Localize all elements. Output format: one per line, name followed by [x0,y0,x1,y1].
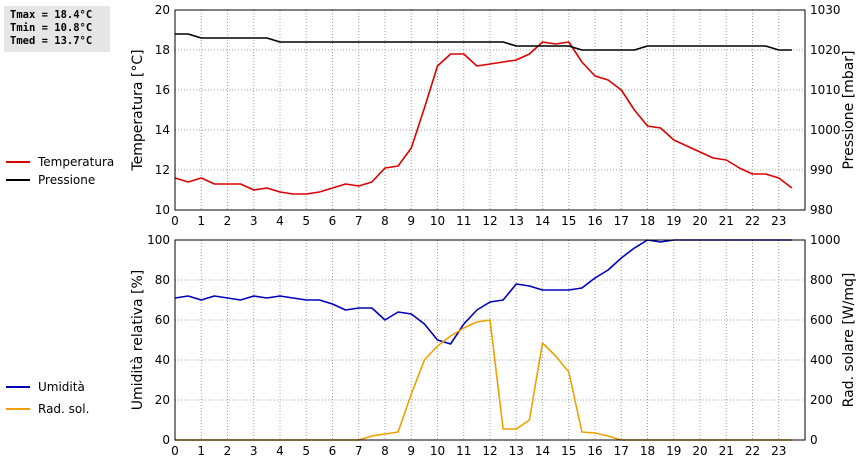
lower-x-tick-label: 12 [482,444,497,458]
lower-x-tick-label: 20 [692,444,707,458]
upper-x-tick-label: 14 [535,214,550,228]
lower-series-line-umidit [174,239,792,345]
tmin-text: Tmin = 10.8°C [10,22,93,34]
upper-x-tick-label: 3 [250,214,258,228]
lower-x-tick-label: 1 [197,444,205,458]
tmax-text: Tmax = 18.4°C [10,9,93,21]
lower-x-tick-label: 3 [250,444,258,458]
upper-x-tick-label: 8 [381,214,389,228]
lower-legend-label: Rad. sol. [38,402,89,416]
upper-x-tick-label: 21 [719,214,734,228]
lower-x-tick-label: 23 [771,444,786,458]
upper-y-right-axis-label: Pressione [mbar] [841,50,857,169]
upper-y-left-tick-label: 14 [155,123,170,137]
upper-y-left-tick-label: 18 [155,43,170,57]
lower-x-tick-label: 10 [430,444,445,458]
lower-x-tick-label: 4 [276,444,284,458]
upper-x-tick-label: 10 [430,214,445,228]
lower-y-left-tick-label: 80 [155,273,170,287]
lower-y-left-tick-label: 100 [147,233,170,247]
lower-y-right-tick-label: 600 [810,313,833,327]
lower-y-right-tick-label: 200 [810,393,833,407]
upper-y-right-tick-label: 1020 [810,43,841,57]
lower-x-tick-label: 22 [745,444,760,458]
lower-x-tick-label: 16 [587,444,602,458]
lower-y-left-tick-label: 60 [155,313,170,327]
upper-x-tick-label: 19 [666,214,681,228]
lower-y-right-tick-label: 400 [810,353,833,367]
upper-series-line-pressione [175,33,792,51]
lower-x-tick-label: 19 [666,444,681,458]
upper-x-tick-label: 13 [509,214,524,228]
upper-series-line-temperatura [174,41,793,195]
lower-x-tick-label: 6 [329,444,337,458]
upper-plot-frame [174,9,806,211]
upper-y-left-tick-label: 16 [155,83,170,97]
lower-y-right-tick-label: 800 [810,273,833,287]
upper-x-tick-label: 22 [745,214,760,228]
lower-y-left-tick-label: 40 [155,353,170,367]
upper-y-right-tick-label: 1010 [810,83,841,97]
lower-x-tick-label: 17 [614,444,629,458]
lower-x-tick-label: 0 [171,444,179,458]
upper-y-left-tick-label: 10 [155,203,170,217]
lower-y-left-tick-label: 0 [162,433,170,447]
upper-x-tick-label: 15 [561,214,576,228]
lower-x-tick-label: 11 [456,444,471,458]
lower-y-right-tick-label: 0 [810,433,818,447]
lower-x-tick-label: 21 [719,444,734,458]
upper-x-tick-label: 5 [302,214,310,228]
lower-y-left-tick-label: 20 [155,393,170,407]
tmed-text: Tmed = 13.7°C [10,35,93,47]
upper-x-tick-label: 17 [614,214,629,228]
upper-x-tick-label: 20 [692,214,707,228]
lower-x-tick-label: 13 [509,444,524,458]
temperature-stats-box: Tmax = 18.4°C Tmin = 10.8°C Tmed = 13.7°… [4,6,110,52]
upper-x-tick-label: 0 [171,214,179,228]
upper-x-tick-label: 18 [640,214,655,228]
lower-y-left-axis-label: Umidità relativa [%] [130,270,146,411]
upper-y-right-tick-label: 1000 [810,123,841,137]
lower-x-tick-label: 8 [381,444,389,458]
upper-x-tick-label: 16 [587,214,602,228]
upper-x-tick-label: 11 [456,214,471,228]
upper-y-right-tick-label: 980 [810,203,833,217]
upper-y-right-tick-label: 1030 [810,3,841,17]
upper-x-tick-label: 6 [329,214,337,228]
upper-y-right-tick-label: 990 [810,163,833,177]
lower-x-tick-label: 18 [640,444,655,458]
upper-x-tick-label: 9 [407,214,415,228]
lower-y-right-tick-label: 1000 [810,233,841,247]
upper-y-left-tick-label: 12 [155,163,170,177]
lower-x-tick-label: 15 [561,444,576,458]
upper-legend-label: Temperatura [37,155,114,169]
upper-y-left-axis-label: Temperatura [°C] [130,49,146,171]
lower-x-tick-label: 2 [224,444,232,458]
lower-x-tick-label: 7 [355,444,363,458]
lower-legend-label: Umidità [38,380,85,394]
lower-plot-frame [174,239,806,441]
upper-x-tick-label: 23 [771,214,786,228]
upper-x-tick-label: 12 [482,214,497,228]
upper-legend-label: Pressione [38,173,95,187]
lower-x-tick-label: 5 [302,444,310,458]
lower-x-tick-label: 14 [535,444,550,458]
upper-x-tick-label: 4 [276,214,284,228]
lower-y-right-axis-label: Rad. solare [W/mq] [841,273,857,408]
lower-series-line-rad-sol [175,319,792,441]
upper-x-tick-label: 1 [197,214,205,228]
lower-x-tick-label: 9 [407,444,415,458]
upper-x-tick-label: 2 [224,214,232,228]
upper-x-tick-label: 7 [355,214,363,228]
upper-y-left-tick-label: 20 [155,3,170,17]
